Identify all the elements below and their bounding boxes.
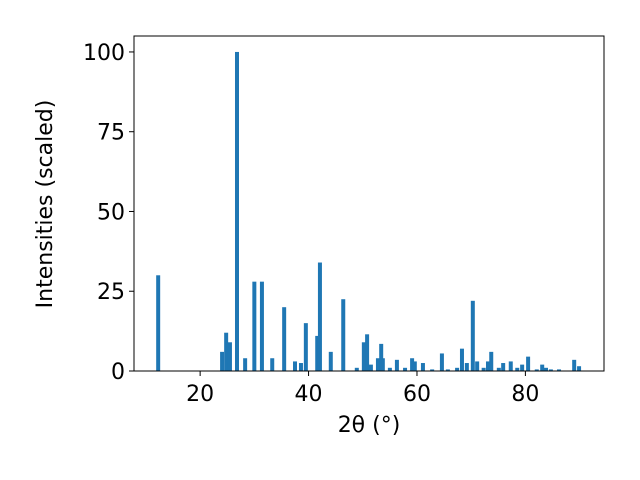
bar — [403, 367, 408, 371]
bar — [259, 281, 264, 371]
bar — [328, 351, 333, 371]
bar — [354, 367, 359, 371]
bar — [282, 307, 287, 371]
bar — [548, 369, 553, 371]
x-tick-label: 60 — [403, 382, 431, 407]
y-tick-label: 25 — [97, 280, 125, 305]
x-tick-label: 80 — [511, 382, 539, 407]
bar — [293, 361, 298, 371]
x-axis-label: 2θ (°) — [338, 413, 401, 438]
bar — [375, 358, 380, 371]
bar — [379, 343, 384, 371]
bar — [420, 363, 425, 371]
bar — [455, 367, 460, 371]
x-tick-label: 20 — [186, 382, 214, 407]
y-tick-label: 50 — [97, 200, 125, 225]
bar — [412, 361, 417, 371]
bar — [485, 361, 490, 371]
bar — [220, 351, 225, 371]
bar — [341, 299, 346, 371]
plot-frame — [133, 35, 605, 372]
y-tick-label: 75 — [97, 121, 125, 146]
bar — [387, 367, 392, 371]
bar — [368, 364, 373, 371]
bar — [156, 275, 161, 371]
bar — [365, 334, 370, 371]
bar — [534, 369, 539, 371]
bar — [430, 369, 435, 371]
bar — [270, 358, 275, 371]
bar — [475, 361, 480, 371]
bar — [543, 367, 548, 371]
bar — [243, 358, 248, 371]
bar — [315, 335, 320, 371]
bar — [380, 358, 385, 371]
bar — [445, 369, 450, 371]
bar — [515, 367, 520, 371]
y-axis-label: Intensities (scaled) — [33, 100, 58, 309]
bar — [481, 367, 486, 371]
bar — [227, 342, 232, 371]
bar — [224, 332, 229, 371]
bar — [496, 367, 501, 371]
bar — [526, 356, 531, 371]
bar — [439, 353, 444, 371]
bar — [252, 281, 257, 371]
bar — [298, 363, 303, 371]
y-tick-label: 0 — [111, 360, 125, 385]
bar — [410, 358, 415, 371]
x-tick-label: 40 — [295, 382, 323, 407]
y-tick-label: 100 — [83, 41, 125, 66]
bar — [508, 361, 513, 371]
bar — [464, 363, 469, 371]
bar — [520, 364, 525, 371]
bar — [394, 359, 399, 371]
bar — [234, 51, 239, 371]
bar — [489, 351, 494, 371]
bar — [540, 364, 545, 371]
bar — [303, 323, 308, 371]
bar — [572, 359, 577, 371]
bar — [470, 300, 475, 371]
bar — [577, 366, 582, 371]
bar — [459, 348, 464, 371]
bar — [361, 342, 366, 371]
bar — [557, 369, 562, 371]
bar — [317, 262, 322, 371]
bar — [501, 363, 506, 371]
